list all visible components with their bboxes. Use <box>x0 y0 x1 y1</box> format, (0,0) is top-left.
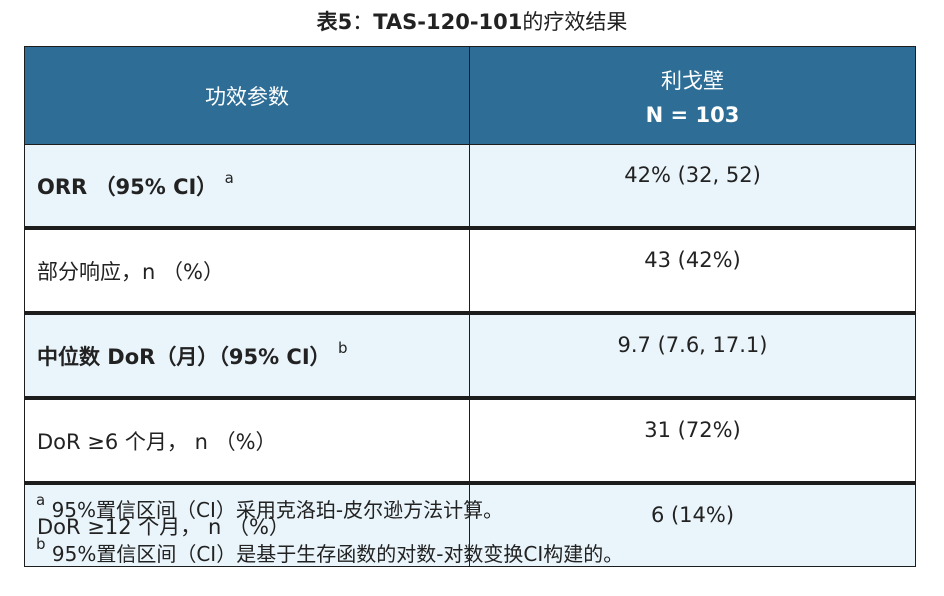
header-parameter: 功效参数 <box>24 46 470 145</box>
row-label: 中位数 DoR（月）（95% CI） b <box>24 311 470 399</box>
header-drug: 利戈壁 N = 103 <box>469 46 916 145</box>
row-value: 31 (72%) <box>469 396 916 484</box>
row-label-text: 中位数 DoR（月）（95% CI） <box>37 344 331 369</box>
footnote-b: b 95%置信区间（CI）是基于生存函数的对数-对数变换CI构建的。 <box>36 535 624 567</box>
table-row: ORR （95% CI） a 42% (32, 52) <box>24 144 916 229</box>
footnote-mark: a <box>36 491 46 510</box>
table-title: 表5：TAS-120-101的疗效结果 <box>0 6 944 38</box>
row-label: 部分响应，n （%） <box>24 226 470 314</box>
row-label: DoR ≥12 个月， n （%） <box>24 481 470 567</box>
row-label: ORR （95% CI） a <box>24 144 470 229</box>
row-label-text: ORR （95% CI） <box>37 174 218 199</box>
header-sample-size: N = 103 <box>645 102 740 127</box>
table-row: DoR ≥12 个月， n （%） 6 (14%) <box>24 481 916 567</box>
table-header: 功效参数 利戈壁 N = 103 <box>24 46 916 145</box>
header-drug-name: 利戈壁 <box>661 68 724 93</box>
footnote-a: a 95%置信区间（CI）采用克洛珀-皮尔逊方法计算。 <box>36 491 504 523</box>
table-body: ORR （95% CI） a 42% (32, 52) 部分响应，n （%） 4… <box>24 144 916 567</box>
row-value: 43 (42%) <box>469 226 916 314</box>
title-trial-id: TAS-120-101 <box>373 10 523 34</box>
row-label: DoR ≥6 个月， n （%） <box>24 396 470 484</box>
footnote-ref: b <box>337 338 348 357</box>
row-label-text: DoR ≥6 个月， n （%） <box>37 429 277 454</box>
footnote-text: 95%置信区间（CI）采用克洛珀-皮尔逊方法计算。 <box>51 498 504 522</box>
row-value: 9.7 (7.6, 17.1) <box>469 311 916 399</box>
efficacy-table: 功效参数 利戈壁 N = 103 ORR （95% CI） a 42% (32,… <box>24 46 916 567</box>
row-label-text: DoR ≥12 个月， n （%） <box>37 514 290 539</box>
title-suffix: 的疗效结果 <box>522 10 628 34</box>
table-row: 部分响应，n （%） 43 (42%) <box>24 226 916 314</box>
header-parameter-label: 功效参数 <box>205 84 289 109</box>
title-prefix: 表5 <box>316 10 353 34</box>
table-row: 中位数 DoR（月）（95% CI） b 9.7 (7.6, 17.1) <box>24 311 916 399</box>
row-label-text: 部分响应，n （%） <box>37 259 224 284</box>
row-value: 42% (32, 52) <box>469 144 916 229</box>
footnote-text: 95%置信区间（CI）是基于生存函数的对数-对数变换CI构建的。 <box>51 542 624 566</box>
table-row: DoR ≥6 个月， n （%） 31 (72%) <box>24 396 916 484</box>
row-value: 6 (14%) <box>469 481 916 567</box>
footnote-mark: b <box>36 535 46 554</box>
footnote-ref: a <box>224 168 234 187</box>
title-colon: ： <box>352 10 374 34</box>
header-row: 功效参数 利戈壁 N = 103 <box>24 46 916 145</box>
